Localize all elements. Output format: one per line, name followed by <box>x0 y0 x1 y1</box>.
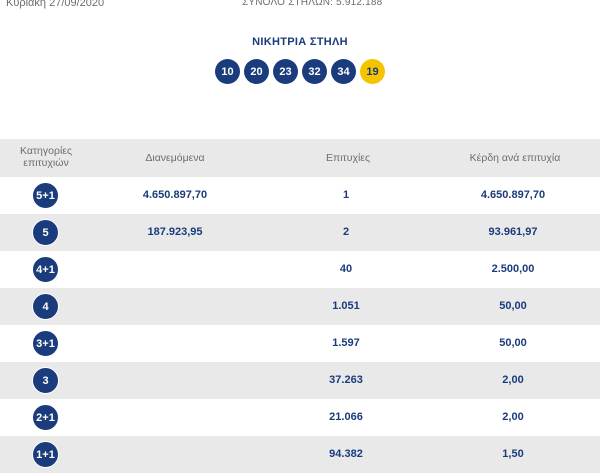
category-badge: 3+1 <box>32 330 59 357</box>
table-row: 4+1 40 2.500,00 <box>0 251 600 288</box>
top-bar: Κυριακή 27/09/2020 ΣΥΝΟΛΟ ΣΤΗΛΩΝ: 5.912.… <box>0 0 600 12</box>
column-header-category: Κατηγορίες επιτυχιών <box>19 145 73 169</box>
prize-cell: 4.650.897,70 <box>480 189 546 201</box>
table-row: 5 187.923,95 2 93.961,97 <box>0 214 600 251</box>
category-badge: 3 <box>32 367 59 394</box>
category-badge: 5+1 <box>32 182 59 209</box>
distributed-cell <box>120 362 230 399</box>
table-row: 1+1 94.382 1,50 <box>0 436 600 473</box>
results-table: 5+1 4.650.897,70 1 4.650.897,70 5 187.92… <box>0 177 600 473</box>
winners-cell: 37.263 <box>329 374 363 386</box>
number-ball: 20 <box>244 59 269 84</box>
table-row: 3+1 1.597 50,00 <box>0 325 600 362</box>
distributed-cell: 4.650.897,70 <box>142 189 208 201</box>
total-columns: ΣΥΝΟΛΟ ΣΤΗΛΩΝ: 5.912.188 <box>242 0 383 8</box>
number-ball: 34 <box>331 59 356 84</box>
winners-cell: 1.051 <box>332 300 360 312</box>
table-row: 4 1.051 50,00 <box>0 288 600 325</box>
table-header: Κατηγορίες επιτυχιών Διανεμόμενα Επιτυχί… <box>0 139 600 177</box>
prize-cell: 2,00 <box>502 374 524 386</box>
table-row: 2+1 21.066 2,00 <box>0 399 600 436</box>
winners-cell: 94.382 <box>329 448 363 460</box>
number-ball: 10 <box>215 59 240 84</box>
column-header-winners: Επιτυχίες <box>325 152 371 164</box>
table-row: 3 37.263 2,00 <box>0 362 600 399</box>
winners-cell: 2 <box>342 226 350 238</box>
winners-cell: 1 <box>342 189 350 201</box>
category-badge: 5 <box>32 219 59 246</box>
winners-cell: 40 <box>339 263 353 275</box>
number-ball: 32 <box>302 59 327 84</box>
winners-cell: 1.597 <box>332 337 360 349</box>
distributed-cell <box>120 436 230 473</box>
winning-column-title: ΝΙΚΗΤΡΙΑ ΣΤΗΛΗ <box>252 36 348 48</box>
prize-cell: 2.500,00 <box>491 263 535 275</box>
category-badge: 1+1 <box>32 441 59 468</box>
prize-cell: 2,00 <box>502 411 524 423</box>
prize-cell: 50,00 <box>499 300 527 312</box>
category-badge: 4 <box>32 293 59 320</box>
prize-cell: 93.961,97 <box>488 226 538 238</box>
column-header-prize: Κέρδη ανά επιτυχία <box>469 152 561 164</box>
column-header-distributed: Διανεμόμενα <box>145 152 205 164</box>
table-row: 5+1 4.650.897,70 1 4.650.897,70 <box>0 177 600 214</box>
category-badge: 2+1 <box>32 404 59 431</box>
distributed-cell <box>120 325 230 362</box>
draw-date: Κυριακή 27/09/2020 <box>6 0 105 9</box>
winners-cell: 21.066 <box>329 411 363 423</box>
joker-ball: 19 <box>360 59 385 84</box>
category-badge: 4+1 <box>32 256 59 283</box>
number-ball: 23 <box>273 59 298 84</box>
prize-cell: 50,00 <box>499 337 527 349</box>
distributed-cell <box>120 288 230 325</box>
distributed-cell: 187.923,95 <box>147 226 203 238</box>
prize-cell: 1,50 <box>502 448 524 460</box>
distributed-cell <box>120 399 230 436</box>
winning-numbers: 10 20 23 32 34 19 <box>215 59 389 84</box>
distributed-cell <box>120 251 230 288</box>
